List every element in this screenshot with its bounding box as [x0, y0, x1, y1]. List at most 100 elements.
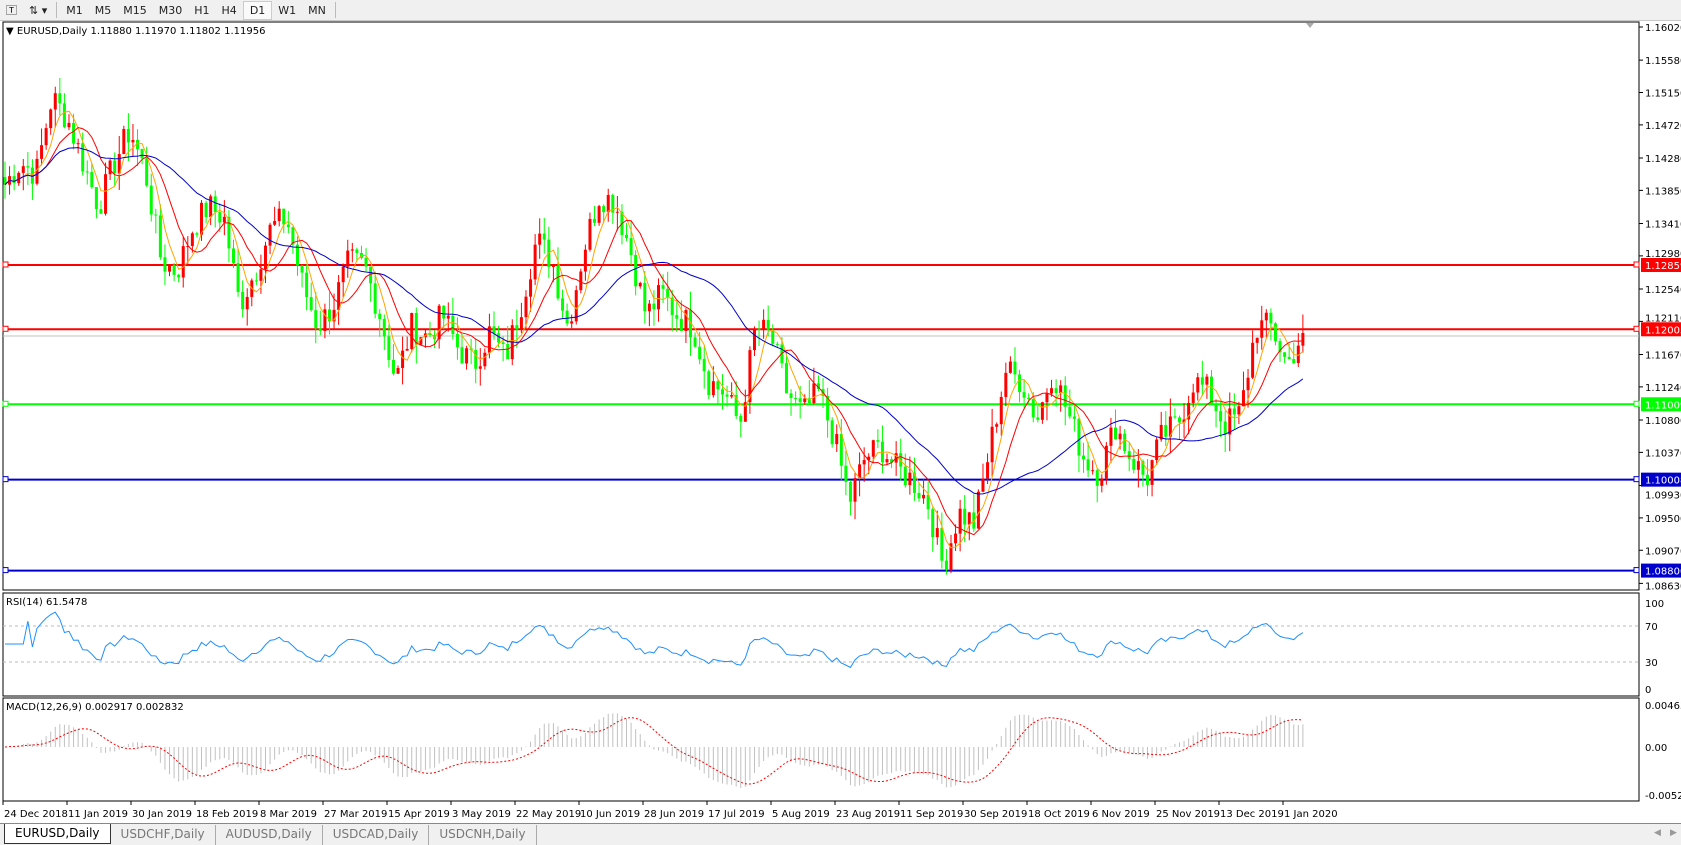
tab-eurusd[interactable]: EURUSD,Daily — [4, 824, 111, 844]
candle-body — [1059, 385, 1063, 394]
tf-m5[interactable]: M5 — [94, 3, 112, 17]
candle-body — [341, 266, 345, 283]
candle-body — [501, 342, 505, 344]
candle-body — [364, 257, 368, 267]
candle-body — [615, 211, 619, 213]
candle-body — [236, 263, 240, 292]
candle-body — [90, 172, 94, 188]
y-tick-label: 1.15580 — [1645, 56, 1681, 67]
tf-d1[interactable]: D1 — [242, 0, 273, 20]
candle-body — [762, 319, 766, 330]
candle-body — [1191, 392, 1195, 403]
candle-body — [44, 128, 48, 146]
candle-body — [108, 160, 112, 175]
candle-body — [533, 244, 537, 280]
candle-body — [871, 440, 875, 457]
candle-body — [803, 398, 807, 403]
candle-body — [442, 305, 446, 319]
candle-body — [716, 381, 720, 390]
candle-body — [227, 216, 231, 249]
candle-body — [862, 460, 866, 465]
y-tick-label: 1.12980 — [1645, 249, 1681, 260]
candle-body — [49, 109, 53, 129]
y-tick-label: 1.14720 — [1645, 121, 1681, 132]
candle-body — [474, 349, 478, 369]
scroll-left-icon[interactable]: ◀ — [1654, 828, 1661, 838]
candle-body — [734, 395, 738, 416]
candle-body — [1136, 461, 1140, 470]
scroll-right-icon[interactable]: ▶ — [1670, 828, 1677, 838]
tab-usdcad[interactable]: USDCAD,Daily — [323, 825, 430, 845]
candle-body — [1200, 377, 1204, 385]
candle-body — [218, 212, 222, 223]
y-tick-label: 1.10800 — [1645, 416, 1681, 427]
candle-body — [94, 187, 98, 210]
candle-body — [428, 333, 432, 336]
candle-body — [1260, 320, 1264, 338]
candle-body — [26, 166, 30, 168]
candle-body — [606, 194, 610, 213]
rsi-tick-label: 30 — [1645, 658, 1658, 669]
candle-body — [181, 246, 185, 278]
tf-m15[interactable]: M15 — [123, 3, 147, 17]
candle-body — [455, 333, 459, 348]
tab-usdcnh[interactable]: USDCNH,Daily — [429, 825, 537, 845]
tf-mn[interactable]: MN — [308, 3, 326, 17]
candle-body — [460, 347, 464, 364]
tf-w1[interactable]: W1 — [278, 3, 297, 17]
level-price-tag — [1641, 257, 1681, 272]
candle-body — [990, 426, 994, 463]
tf-m30[interactable]: M30 — [158, 3, 183, 17]
candle-body — [1095, 470, 1099, 486]
candle-body — [1177, 417, 1181, 423]
y-tick-label: 1.12540 — [1645, 285, 1681, 296]
candle-body — [1164, 424, 1168, 437]
level-price-label: 1.08800 — [1645, 567, 1681, 578]
tf-h1[interactable]: H1 — [194, 3, 210, 17]
objects-dropdown-icon[interactable]: ⇅ ▾ — [29, 3, 48, 17]
text-tool-icon[interactable]: 🅃 — [6, 4, 17, 17]
candle-body — [117, 154, 121, 174]
candle-body — [725, 394, 729, 397]
candle-body — [186, 246, 190, 248]
candle-body — [1045, 393, 1049, 403]
tf-h4[interactable]: H4 — [221, 3, 237, 17]
y-tick-label: 1.09070 — [1645, 546, 1681, 557]
candle-body — [282, 208, 286, 225]
candle-body — [853, 478, 857, 502]
candle-body — [300, 265, 304, 273]
level-anchor-icon — [1633, 567, 1640, 574]
candle-body — [1301, 332, 1305, 346]
candle-body — [1013, 361, 1017, 375]
toolbar-divider — [56, 2, 58, 18]
candle-body — [1018, 374, 1022, 393]
candle-body — [1031, 399, 1035, 418]
tab-audusd[interactable]: AUDUSD,Daily — [216, 825, 323, 845]
candle-body — [17, 172, 21, 184]
level-price-tag — [1641, 472, 1681, 487]
x-tick-label: 24 Dec 2018 — [4, 809, 68, 820]
y-tick-label: 1.15150 — [1645, 89, 1681, 100]
macd-tick-label: -0.005299 — [1645, 791, 1681, 802]
candle-body — [1173, 416, 1177, 418]
candle-body — [940, 528, 944, 561]
candle-body — [1027, 397, 1031, 400]
candle-body — [789, 393, 793, 399]
level-anchor-icon — [2, 400, 9, 407]
level-price-label: 1.12859 — [1645, 261, 1681, 272]
candle-body — [1251, 342, 1255, 378]
x-tick-label: 22 May 2019 — [516, 809, 581, 820]
candle-body — [1050, 388, 1054, 394]
tf-m1[interactable]: M1 — [66, 3, 83, 17]
candle-body — [172, 265, 176, 275]
candle-body — [602, 206, 606, 213]
candle-body — [286, 224, 290, 228]
candle-body — [1086, 459, 1090, 471]
x-tick-label: 18 Oct 2019 — [1028, 809, 1090, 820]
tab-usdchf[interactable]: USDCHF,Daily — [111, 825, 216, 845]
candle-body — [327, 309, 331, 322]
price-chart[interactable]: 1.16020 1.15580 1.15150 1.14720 1.14280 1.138… — [0, 0, 1681, 823]
candle-body — [35, 158, 39, 184]
candle-body — [140, 148, 144, 159]
rsi-pane-frame — [2, 592, 1640, 697]
